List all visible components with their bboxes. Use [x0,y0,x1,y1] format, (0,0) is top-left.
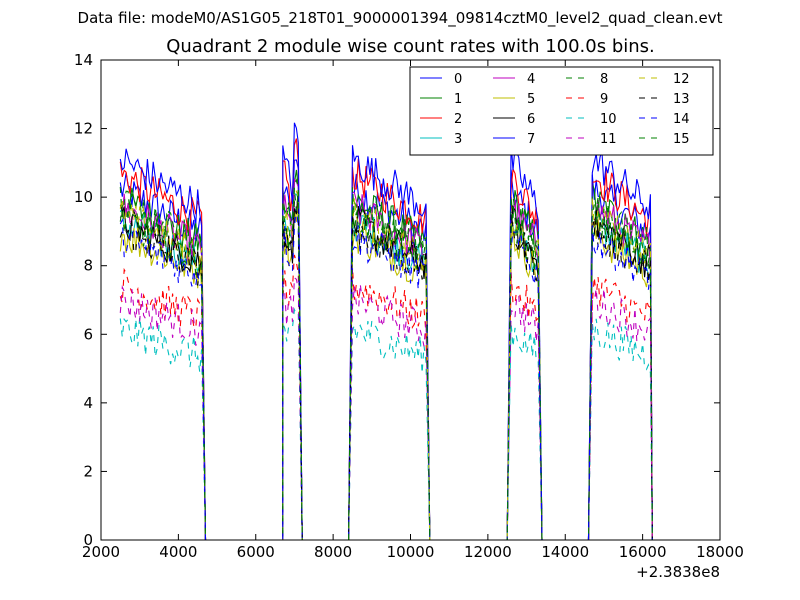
x-tick-label: 14000 [541,543,589,561]
legend-label-3: 3 [454,132,462,147]
series-line-2 [119,138,653,540]
x-tick-label: 18000 [696,543,744,561]
series-line-14 [119,207,653,540]
series-line-9 [119,254,653,540]
y-tick-label: 14 [74,51,93,69]
legend-label-2: 2 [454,112,462,127]
legend-label-0: 0 [454,72,462,87]
legend-label-14: 14 [673,112,690,127]
series-line-10 [119,307,653,540]
x-tick-label: 16000 [619,543,667,561]
x-tick-label: 10000 [387,543,435,561]
x-tick-label: 6000 [237,543,275,561]
legend-label-13: 13 [673,92,690,107]
series-line-7 [119,122,653,540]
y-tick-label: 12 [74,120,93,138]
legend-label-5: 5 [527,92,535,107]
y-tick-label: 6 [83,325,93,343]
x-tick-label: 12000 [464,543,512,561]
legend-box [409,66,714,156]
x-tick-label: 8000 [314,543,352,561]
x-offset-label: +2.3838e8 [636,563,720,581]
legend-label-4: 4 [527,72,535,87]
x-tick-label: 4000 [159,543,197,561]
y-tick-label: 4 [83,394,93,412]
series-line-13 [119,201,653,540]
legend-label-9: 9 [600,92,608,107]
series-line-8 [119,178,653,540]
legend-label-6: 6 [527,112,535,127]
legend-label-1: 1 [454,92,462,107]
legend-label-7: 7 [527,132,535,147]
legend-label-8: 8 [600,72,608,87]
legend-label-10: 10 [600,112,617,127]
y-tick-label: 2 [83,462,93,480]
y-tick-label: 10 [74,188,93,206]
chart-suptitle: Data file: modeM0/AS1G05_218T01_90000013… [77,9,723,27]
legend-label-12: 12 [673,72,690,87]
series-line-1 [120,169,653,540]
x-tick-label: 2000 [82,543,120,561]
chart-title: Quadrant 2 module wise count rates with … [166,36,655,57]
legend-label-11: 11 [600,132,617,147]
series-line-11 [119,276,653,540]
y-tick-label: 0 [83,531,93,549]
legend-label-15: 15 [673,132,690,147]
y-tick-label: 8 [83,257,93,275]
